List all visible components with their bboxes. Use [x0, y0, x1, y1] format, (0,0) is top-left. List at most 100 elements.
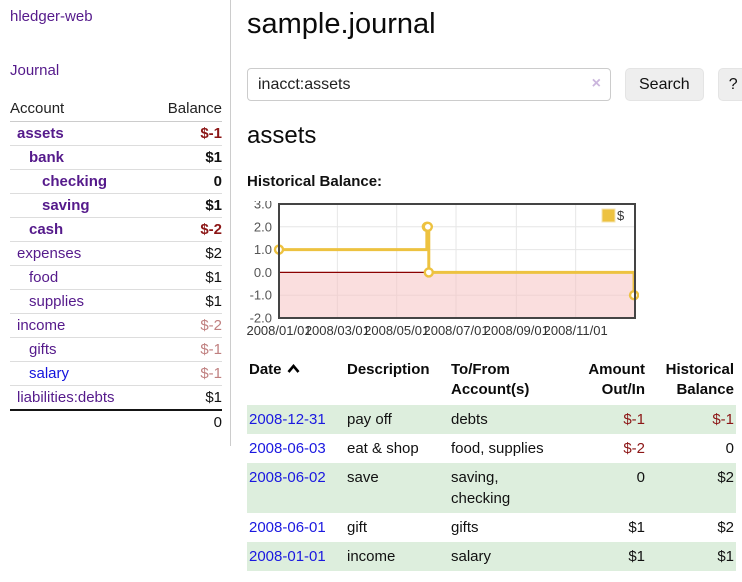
account-balance: $1: [149, 289, 222, 314]
account-link-bank[interactable]: bank: [29, 149, 65, 166]
svg-text:2008/11/01: 2008/11/01: [544, 323, 608, 338]
clear-search-icon[interactable]: ×: [591, 75, 601, 93]
svg-text:2008/07/01: 2008/07/01: [423, 323, 488, 338]
sort-ascending-icon: [287, 364, 300, 374]
register-header-row: Date Description To/From Account(s) Amou…: [247, 360, 736, 405]
account-heading: assets: [247, 122, 317, 150]
svg-text:0.0: 0.0: [254, 265, 272, 280]
account-link-salary[interactable]: salary: [29, 365, 70, 382]
account-balance: 0: [149, 169, 222, 194]
search-input[interactable]: [248, 70, 584, 100]
register-row: 2008-06-03 eat & shop food, supplies $-2…: [247, 434, 736, 463]
transaction-accounts: debts: [451, 411, 488, 429]
app-brand[interactable]: hledger-web: [10, 8, 93, 25]
account-balance: $-2: [149, 313, 222, 338]
transaction-balance: $2: [717, 519, 734, 537]
svg-text:2.0: 2.0: [254, 219, 272, 234]
search-bar: × Search ?: [247, 68, 742, 102]
transaction-balance: $1: [717, 548, 734, 566]
svg-text:-1.0: -1.0: [250, 288, 272, 303]
account-row: checking 0: [10, 169, 222, 194]
account-row: liabilities:debts $1: [10, 385, 222, 411]
account-balance: $-2: [149, 217, 222, 242]
page-title: sample.journal: [247, 8, 436, 40]
transaction-balance: $2: [717, 469, 734, 487]
transaction-accounts: saving, checking: [451, 469, 511, 508]
account-row: expenses $2: [10, 241, 222, 266]
account-balance: $-1: [149, 361, 222, 386]
accounts-table: Account Balance assets $-1 bank $1 check…: [10, 97, 222, 434]
account-link-income[interactable]: income: [17, 317, 66, 334]
svg-text:2008/05/01: 2008/05/01: [364, 323, 429, 338]
transaction-amount: $1: [628, 519, 645, 537]
account-link-liabilities-debts[interactable]: liabilities:debts: [17, 389, 115, 406]
transaction-accounts: salary: [451, 548, 492, 566]
account-row: salary $-1: [10, 361, 222, 386]
account-link-supplies[interactable]: supplies: [29, 293, 85, 310]
transaction-description: eat & shop: [347, 440, 419, 458]
transaction-accounts: gifts: [451, 519, 479, 537]
help-button[interactable]: ?: [717, 68, 742, 102]
transaction-description: save: [347, 469, 379, 487]
accounts-header-balance: Balance: [149, 97, 222, 122]
sidebar-nav: Journal: [10, 62, 222, 80]
nav-journal-link[interactable]: Journal: [10, 62, 60, 79]
col-header-balance: Historical Balance: [665, 361, 734, 398]
transaction-date-link[interactable]: 2008-12-31: [249, 411, 326, 429]
svg-text:2008/03/01: 2008/03/01: [305, 323, 370, 338]
transaction-description: income: [347, 548, 396, 566]
account-balance: $1: [149, 145, 222, 170]
transaction-date-link[interactable]: 2008-06-03: [249, 440, 326, 458]
register-row: 2008-06-01 gift gifts $1 $2: [247, 513, 736, 542]
transaction-amount: $1: [628, 548, 645, 566]
account-row: supplies $1: [10, 289, 222, 314]
svg-text:$: $: [617, 208, 625, 223]
transaction-date-link[interactable]: 2008-06-02: [249, 469, 326, 487]
col-header-date[interactable]: Date: [247, 360, 345, 405]
main-panel: sample.journal × Search ? assets Histori…: [246, 0, 742, 572]
account-balance: $1: [149, 385, 222, 411]
svg-text:-2.0: -2.0: [250, 311, 272, 326]
account-link-saving[interactable]: saving: [42, 197, 90, 214]
account-link-checking[interactable]: checking: [42, 173, 108, 190]
accounts-total-value: 0: [149, 409, 222, 434]
accounts-header-row: Account Balance: [10, 97, 222, 122]
account-link-gifts[interactable]: gifts: [29, 341, 57, 358]
transaction-date-link[interactable]: 2008-01-01: [249, 548, 326, 566]
accounts-total-row: 0: [10, 409, 222, 434]
account-row: gifts $-1: [10, 337, 222, 362]
register-table: Date Description To/From Account(s) Amou…: [247, 360, 736, 572]
account-balance: $-1: [149, 121, 222, 146]
accounts-header-account: Account: [10, 97, 150, 122]
transaction-description: pay off: [347, 411, 392, 429]
sidebar: hledger-web Journal Account Balance asse…: [0, 0, 231, 446]
transaction-amount: $-1: [623, 411, 645, 429]
account-balance: $1: [149, 193, 222, 218]
account-row: income $-2: [10, 313, 222, 338]
chart-title: Historical Balance:: [247, 173, 383, 191]
transaction-balance: $-1: [712, 411, 734, 429]
account-row: bank $1: [10, 145, 222, 170]
account-balance: $1: [149, 265, 222, 290]
search-button[interactable]: Search: [625, 68, 704, 102]
transaction-date-link[interactable]: 2008-06-01: [249, 519, 326, 537]
transaction-amount: 0: [636, 469, 645, 487]
col-header-description: Description: [347, 361, 430, 379]
register-row: 2008-12-31 pay off debts $-1 $-1: [247, 405, 736, 435]
transaction-description: gift: [347, 519, 368, 537]
col-header-date-label: Date: [249, 361, 282, 379]
register-row: 2008-06-02 save saving, checking 0 $2: [247, 463, 736, 514]
transaction-accounts: food, supplies: [451, 440, 544, 458]
account-row: food $1: [10, 265, 222, 290]
account-link-cash[interactable]: cash: [29, 221, 64, 238]
col-header-tofrom: To/From Account(s): [451, 361, 530, 398]
account-row: assets $-1: [10, 121, 222, 146]
account-link-assets[interactable]: assets: [17, 125, 64, 142]
svg-text:2008/09/01: 2008/09/01: [484, 323, 549, 338]
svg-text:3.0: 3.0: [254, 201, 272, 212]
register-row: 2008-01-01 income salary $1 $1: [247, 542, 736, 572]
account-link-expenses[interactable]: expenses: [17, 245, 82, 262]
account-link-food[interactable]: food: [29, 269, 59, 286]
svg-text:1.0: 1.0: [254, 242, 272, 257]
svg-text:2008/01/01: 2008/01/01: [247, 323, 312, 338]
